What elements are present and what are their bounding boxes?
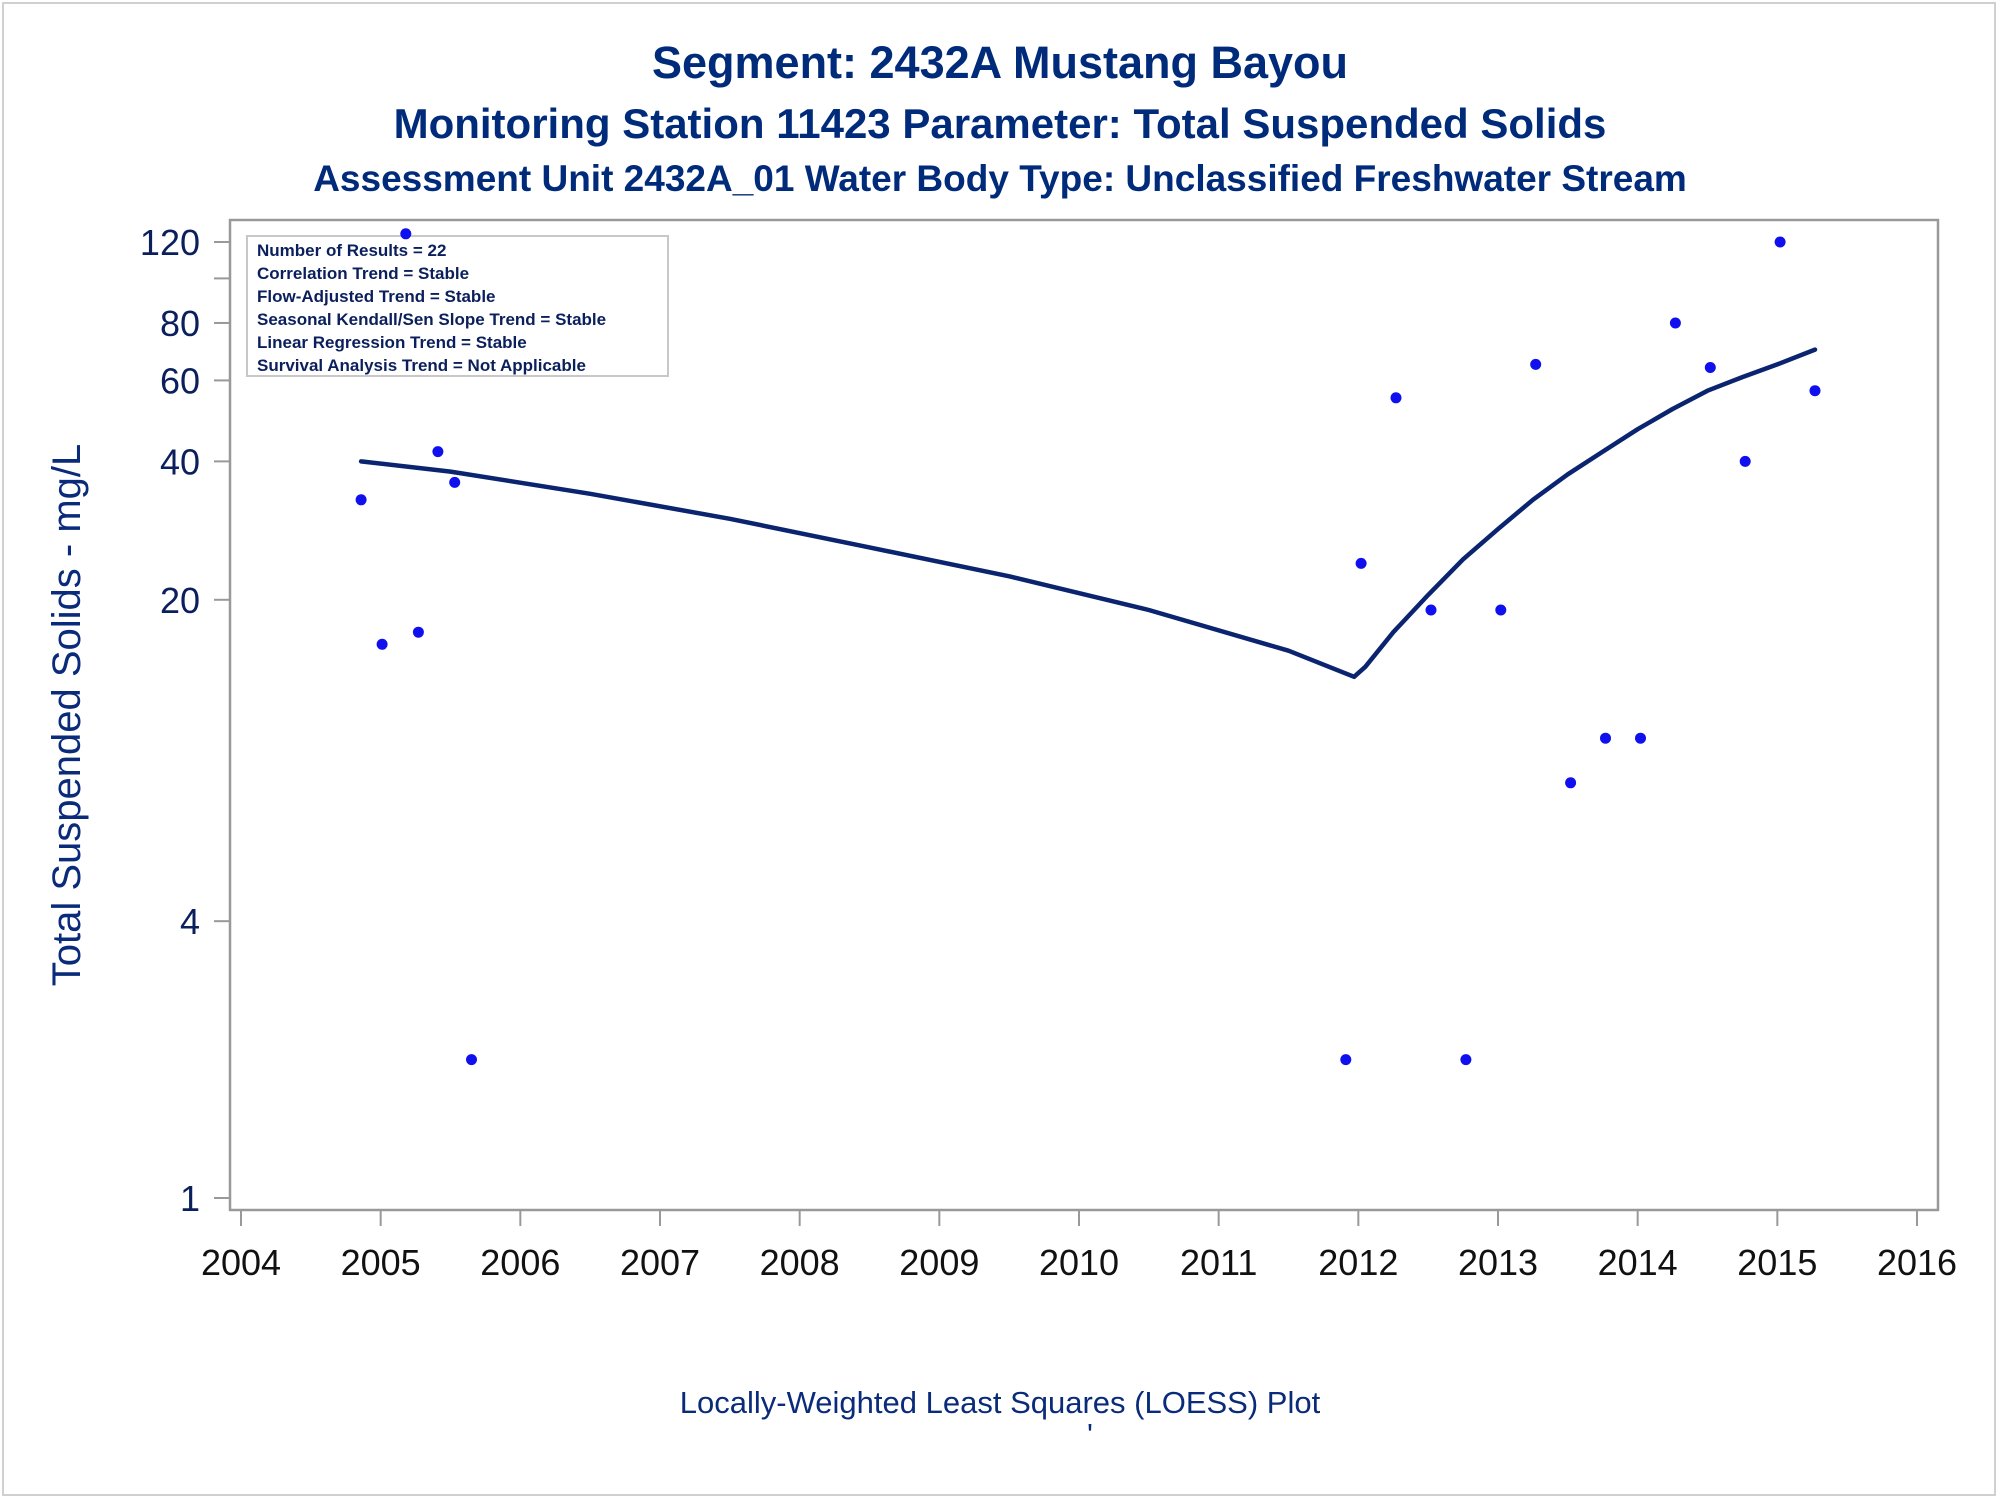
- y-axis: 1 4 20 40 60 80 120: [140, 222, 230, 1219]
- footnote: Locally-Weighted Least Squares (LOESS) P…: [680, 1385, 1321, 1420]
- data-point: [400, 228, 412, 240]
- y-tick-label: 40: [160, 441, 200, 482]
- data-point: [412, 626, 424, 638]
- chart-subtitle: Monitoring Station 11423 Parameter: Tota…: [394, 100, 1607, 147]
- x-tick-label: 2007: [620, 1242, 700, 1283]
- data-points: [355, 228, 1821, 1066]
- y-tick-label: 120: [140, 222, 200, 263]
- x-tick-label: 2004: [201, 1242, 281, 1283]
- data-point: [1425, 604, 1437, 616]
- x-tick-label: 2014: [1598, 1242, 1678, 1283]
- data-point: [1739, 455, 1751, 467]
- data-point: [1669, 317, 1681, 329]
- data-point: [1809, 385, 1821, 397]
- stats-line: Number of Results = 22: [257, 241, 446, 260]
- data-point: [1600, 732, 1611, 744]
- loess-line: [358, 347, 1818, 680]
- y-tick-label: 1: [180, 1178, 200, 1219]
- footnote-mark: ': [1087, 1417, 1093, 1452]
- data-point: [1460, 1054, 1472, 1066]
- x-axis: 2004 2005 2006 2007 2008 2009 2010 2011 2012 2013…: [201, 1210, 1957, 1283]
- data-point: [1635, 732, 1646, 744]
- x-tick-label: 2016: [1877, 1242, 1957, 1283]
- x-tick-label: 2008: [760, 1242, 840, 1283]
- stats-box: [246, 235, 669, 377]
- y-axis-label: Total Suspended Solids - mg/L: [45, 444, 89, 987]
- x-tick-label: 2011: [1180, 1242, 1257, 1283]
- y-tick-label: 80: [160, 303, 200, 344]
- data-point: [355, 494, 367, 506]
- data-point: [1390, 392, 1402, 404]
- loess-curve: [358, 347, 1818, 680]
- data-point: [1774, 236, 1786, 248]
- x-tick-label: 2009: [899, 1242, 979, 1283]
- stats-line: Flow-Adjusted Trend = Stable: [257, 287, 496, 306]
- data-point: [1340, 1054, 1352, 1066]
- stats-text: Number of Results = 22 Correlation Trend …: [257, 241, 606, 375]
- data-point: [376, 638, 388, 650]
- y-tick-label: 60: [160, 360, 200, 401]
- x-tick-label: 2005: [341, 1242, 421, 1283]
- chart-title: Segment: 2432A Mustang Bayou: [652, 37, 1348, 88]
- data-point: [432, 446, 444, 458]
- x-tick-label: 2010: [1039, 1242, 1119, 1283]
- stats-line: Linear Regression Trend = Stable: [257, 333, 527, 352]
- chart-subtitle-2: Assessment Unit 2432A_01 Water Body Type…: [313, 158, 1687, 199]
- data-point: [1495, 604, 1507, 616]
- data-point: [1704, 362, 1716, 373]
- y-tick-label: 20: [160, 580, 200, 621]
- x-tick-label: 2012: [1318, 1242, 1398, 1283]
- data-point: [1565, 777, 1577, 789]
- y-tick-label: 4: [180, 901, 200, 942]
- data-point: [1530, 358, 1542, 370]
- stats-line: Correlation Trend = Stable: [257, 264, 469, 283]
- stats-line: Seasonal Kendall/Sen Slope Trend = Stabl…: [257, 310, 606, 329]
- data-point: [1355, 557, 1367, 569]
- x-tick-label: 2015: [1737, 1242, 1817, 1283]
- x-tick-label: 2006: [480, 1242, 560, 1283]
- data-point: [466, 1054, 477, 1066]
- x-tick-label: 2013: [1458, 1242, 1538, 1283]
- stats-line: Survival Analysis Trend = Not Applicable: [257, 356, 586, 375]
- plot-area: [228, 218, 1940, 1212]
- data-point: [449, 476, 461, 488]
